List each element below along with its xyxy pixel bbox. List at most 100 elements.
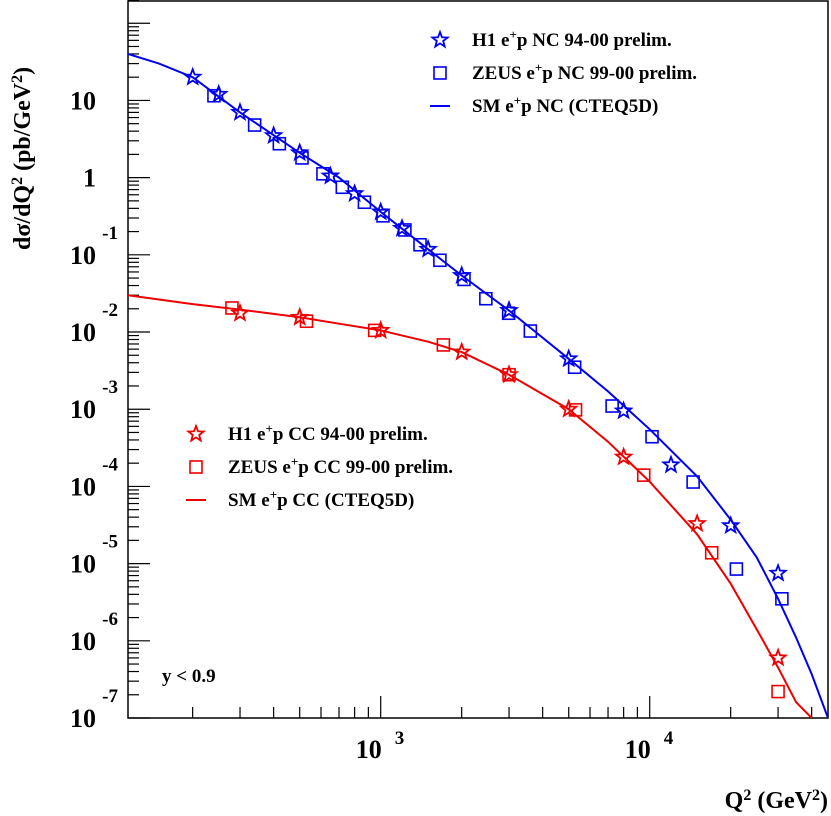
cc-sm-curve xyxy=(128,294,813,718)
star-marker xyxy=(320,165,341,185)
legend-text: p CC (CTEQ5D) xyxy=(277,490,414,511)
legend-text: p NC 94-00 prelim. xyxy=(517,30,672,51)
legend-sup: + xyxy=(535,60,542,75)
square-marker xyxy=(605,399,619,413)
x-tick-exponent: 3 xyxy=(395,728,405,749)
legend-text: SM e xyxy=(228,490,270,511)
y-tick-exponent: -2 xyxy=(102,300,118,321)
star-series-0 xyxy=(182,66,789,582)
legend-label: H1 e+p CC 94-00 prelim. xyxy=(228,421,428,446)
square-marker xyxy=(645,429,659,444)
y-tick-exponent: -1 xyxy=(102,223,118,244)
square-marker xyxy=(501,306,516,321)
star-marker xyxy=(182,66,203,86)
legend-label: H1 e+p NC 94-00 prelim. xyxy=(472,27,672,52)
star-marker xyxy=(208,83,229,103)
y-tick-base: 10 xyxy=(70,704,96,733)
x-axis-title: Q2 (GeV2) xyxy=(725,787,828,815)
legend-sup: + xyxy=(509,27,516,42)
title-part: (pb/GeV xyxy=(10,82,36,177)
title-part: dσ/dQ xyxy=(10,185,36,250)
legend-sup: + xyxy=(270,487,277,502)
cut-annotation: y < 0.9 xyxy=(162,666,216,687)
legend-text: p CC 99-00 prelim. xyxy=(298,457,453,478)
legend-star-icon xyxy=(429,29,451,49)
y-tick-exponent: -5 xyxy=(102,532,118,553)
square-marker xyxy=(295,151,309,165)
y-tick-label: 10 -1 xyxy=(70,223,118,270)
superscript: 2 xyxy=(9,177,26,185)
legend-cc: H1 e+p CC 94-00 prelim. ZEUS e+p CC 99-00… xyxy=(185,421,453,511)
superscript: 2 xyxy=(812,787,820,804)
square-marker xyxy=(568,403,583,417)
square-series-3 xyxy=(225,301,785,699)
square-marker xyxy=(686,475,700,489)
y-tick-exponent: -4 xyxy=(102,454,118,475)
legend-sup: + xyxy=(291,454,298,469)
y-tick-exponent: -6 xyxy=(102,609,118,630)
square-marker xyxy=(775,592,789,606)
y-tick-exponent: -3 xyxy=(102,377,118,398)
x-tick-label: 10 3 xyxy=(356,728,405,764)
x-tick-base: 10 xyxy=(625,735,651,764)
legend-label: ZEUS e+p NC 99-00 prelim. xyxy=(472,60,697,85)
star-marker xyxy=(687,513,708,533)
star-marker xyxy=(451,341,472,361)
y-tick-label: 10 -7 xyxy=(70,686,118,733)
star-marker xyxy=(418,238,439,258)
legend-star-icon xyxy=(185,423,207,443)
square-marker xyxy=(247,118,262,132)
square-marker xyxy=(502,367,516,382)
x-tick-label: 10 4 xyxy=(625,728,674,764)
x-tick-exponent: 4 xyxy=(664,728,674,749)
legend-sup: + xyxy=(514,93,521,108)
square-marker xyxy=(207,88,221,103)
square-marker xyxy=(357,195,372,210)
superscript: 2 xyxy=(9,75,26,83)
star-marker xyxy=(720,515,741,535)
x-axis: 10 3 10 4 xyxy=(192,696,813,764)
y-tick-base: 10 xyxy=(70,627,96,656)
legend-entry: SM e+p CC (CTEQ5D) xyxy=(186,487,414,511)
y-tick-base: 10 xyxy=(70,86,96,115)
plot-border xyxy=(127,0,829,719)
legend-entry: H1 e+p NC 94-00 prelim. xyxy=(429,27,672,52)
legend-text: p NC 99-00 prelim. xyxy=(542,63,697,84)
legend-label: SM e+p NC (CTEQ5D) xyxy=(472,93,658,118)
square-marker xyxy=(771,684,785,699)
y-tick-exponent: -7 xyxy=(102,686,118,707)
y-tick-base: 1 xyxy=(83,164,96,193)
y-tick-label: 10 -4 xyxy=(70,454,118,501)
legend-text: H1 e xyxy=(472,30,509,51)
square-marker xyxy=(433,253,447,268)
y-axis: 10 1 10 -1 10 -2 10 -3 10 -4 10 -5 10 -6 10 -7 xyxy=(70,0,150,733)
legend-entry: ZEUS e+p CC 99-00 prelim. xyxy=(189,454,453,478)
title-part: ) xyxy=(10,67,36,75)
square-marker xyxy=(316,167,330,181)
legend-text: p NC (CTEQ5D) xyxy=(521,96,658,117)
square-marker xyxy=(436,338,451,352)
square-series-1 xyxy=(207,88,789,606)
star-marker xyxy=(768,647,789,667)
square-marker xyxy=(729,562,744,576)
star-marker xyxy=(289,142,310,162)
legend-text: ZEUS e xyxy=(472,63,535,84)
square-marker xyxy=(367,323,382,338)
y-tick-base: 10 xyxy=(70,550,96,579)
legend-square-icon xyxy=(433,66,447,80)
legend-square-icon xyxy=(189,460,203,474)
title-part: Q xyxy=(725,788,744,814)
star-marker xyxy=(229,302,251,322)
legend-nc: H1 e+p NC 94-00 prelim.ZEUS e+p NC 99-00… xyxy=(429,27,697,118)
star-marker xyxy=(229,101,251,121)
square-marker xyxy=(479,291,493,306)
square-marker xyxy=(398,223,412,237)
y-axis-title: dσ/dQ2 (pb/GeV2) xyxy=(9,67,37,250)
y-tick-base: 10 xyxy=(70,472,96,501)
square-marker xyxy=(636,468,651,482)
square-marker xyxy=(335,180,350,195)
y-tick-label: 10 -5 xyxy=(70,532,118,579)
y-tick-label: 10 -2 xyxy=(70,300,118,347)
y-tick-label: 10 -3 xyxy=(70,377,118,424)
